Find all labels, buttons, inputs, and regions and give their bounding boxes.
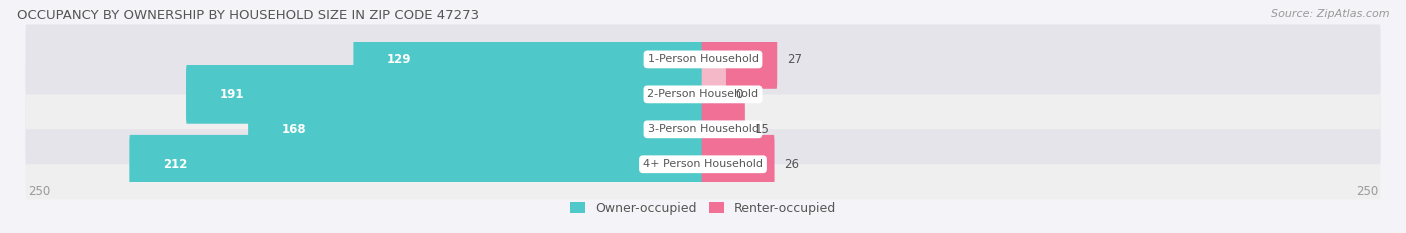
FancyBboxPatch shape (129, 135, 704, 194)
Text: 250: 250 (28, 185, 51, 198)
Text: 26: 26 (785, 158, 799, 171)
FancyBboxPatch shape (186, 65, 704, 124)
FancyBboxPatch shape (25, 129, 1381, 199)
Text: 1-Person Household: 1-Person Household (648, 55, 758, 64)
Text: 27: 27 (787, 53, 801, 66)
FancyBboxPatch shape (702, 65, 725, 124)
Text: 4+ Person Household: 4+ Person Household (643, 159, 763, 169)
FancyBboxPatch shape (702, 135, 775, 194)
FancyBboxPatch shape (25, 59, 1381, 129)
Text: 2-Person Household: 2-Person Household (647, 89, 759, 99)
Text: 15: 15 (754, 123, 769, 136)
Text: 129: 129 (387, 53, 412, 66)
Text: 212: 212 (163, 158, 187, 171)
Text: 250: 250 (1355, 185, 1378, 198)
Text: 191: 191 (219, 88, 245, 101)
Text: OCCUPANCY BY OWNERSHIP BY HOUSEHOLD SIZE IN ZIP CODE 47273: OCCUPANCY BY OWNERSHIP BY HOUSEHOLD SIZE… (17, 9, 479, 22)
Text: 168: 168 (281, 123, 307, 136)
Legend: Owner-occupied, Renter-occupied: Owner-occupied, Renter-occupied (569, 202, 837, 215)
FancyBboxPatch shape (702, 30, 778, 89)
FancyBboxPatch shape (25, 94, 1381, 164)
Text: 0: 0 (735, 88, 742, 101)
Text: Source: ZipAtlas.com: Source: ZipAtlas.com (1271, 9, 1389, 19)
FancyBboxPatch shape (702, 100, 745, 159)
FancyBboxPatch shape (353, 30, 704, 89)
Text: 3-Person Household: 3-Person Household (648, 124, 758, 134)
FancyBboxPatch shape (247, 100, 704, 159)
FancyBboxPatch shape (25, 24, 1381, 94)
